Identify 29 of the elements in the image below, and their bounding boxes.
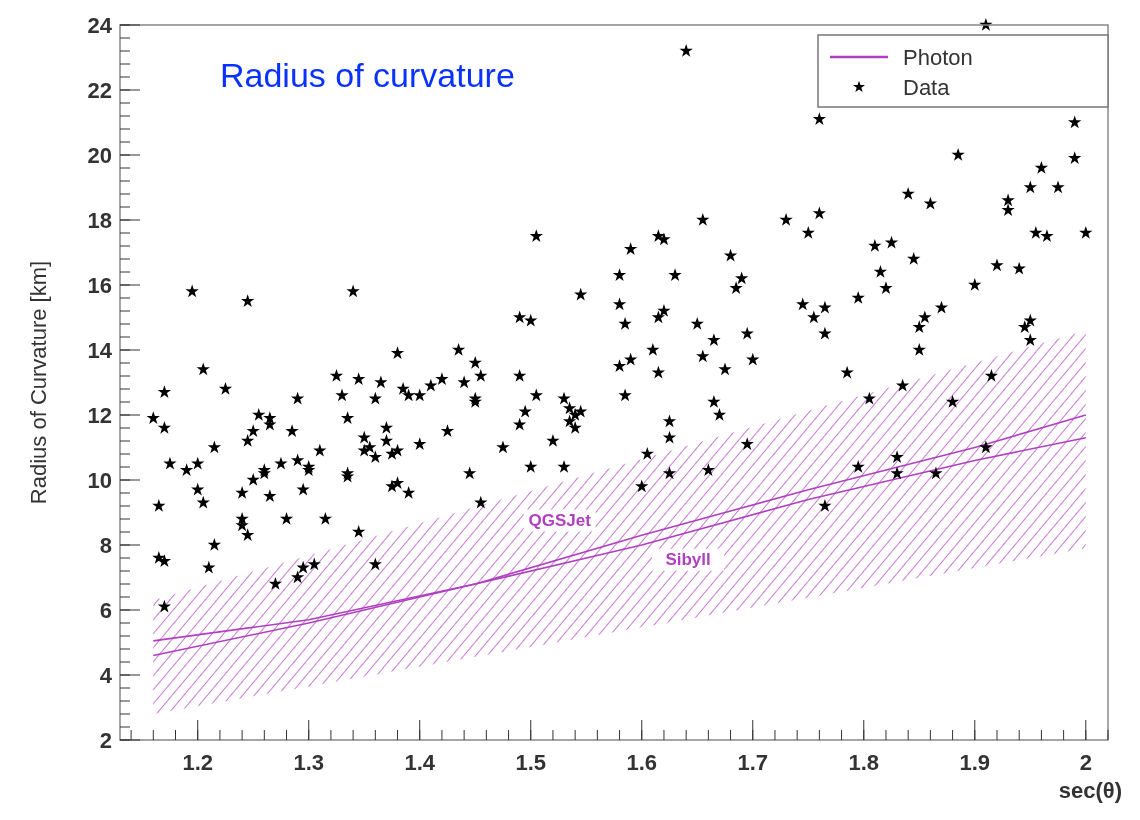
y-tick-label: 14 xyxy=(87,338,113,363)
y-tick-label: 4 xyxy=(99,663,113,688)
y-tick-label: 18 xyxy=(87,208,112,233)
x-tick-label: 2 xyxy=(1079,750,1092,775)
y-axis-title: Radius of Curvature [km] xyxy=(26,260,51,505)
x-tick-label: 1.4 xyxy=(404,750,436,775)
y-tick-label: 20 xyxy=(87,143,112,168)
y-tick-label: 2 xyxy=(99,728,112,753)
x-axis-title: sec(θ) xyxy=(1058,778,1122,803)
legend-label: Photon xyxy=(903,45,973,70)
text: Radius of curvature xyxy=(220,56,515,94)
x-tick-label: 1.3 xyxy=(293,750,325,775)
x-tick-label: 1.7 xyxy=(737,750,769,775)
x-tick-label: 1.6 xyxy=(626,750,658,775)
annotation: Sibyll xyxy=(665,549,711,569)
y-tick-label: 8 xyxy=(99,533,112,558)
line-series xyxy=(152,414,1087,657)
x-tick-label: 1.9 xyxy=(959,750,991,775)
y-tick-label: 22 xyxy=(87,78,112,103)
y-tick-label: 10 xyxy=(87,468,112,493)
x-tick-label: 1.8 xyxy=(848,750,880,775)
x-tick-label: 1.5 xyxy=(515,750,547,775)
y-tick-label: 6 xyxy=(99,598,112,623)
y-tick-label: 24 xyxy=(87,13,113,38)
annotation: QGSJet xyxy=(528,510,592,530)
x-tick-label: 1.2 xyxy=(182,750,213,775)
y-tick-label: 12 xyxy=(87,403,112,428)
y-tick-label: 16 xyxy=(87,273,112,298)
legend-label: Data xyxy=(903,75,951,100)
